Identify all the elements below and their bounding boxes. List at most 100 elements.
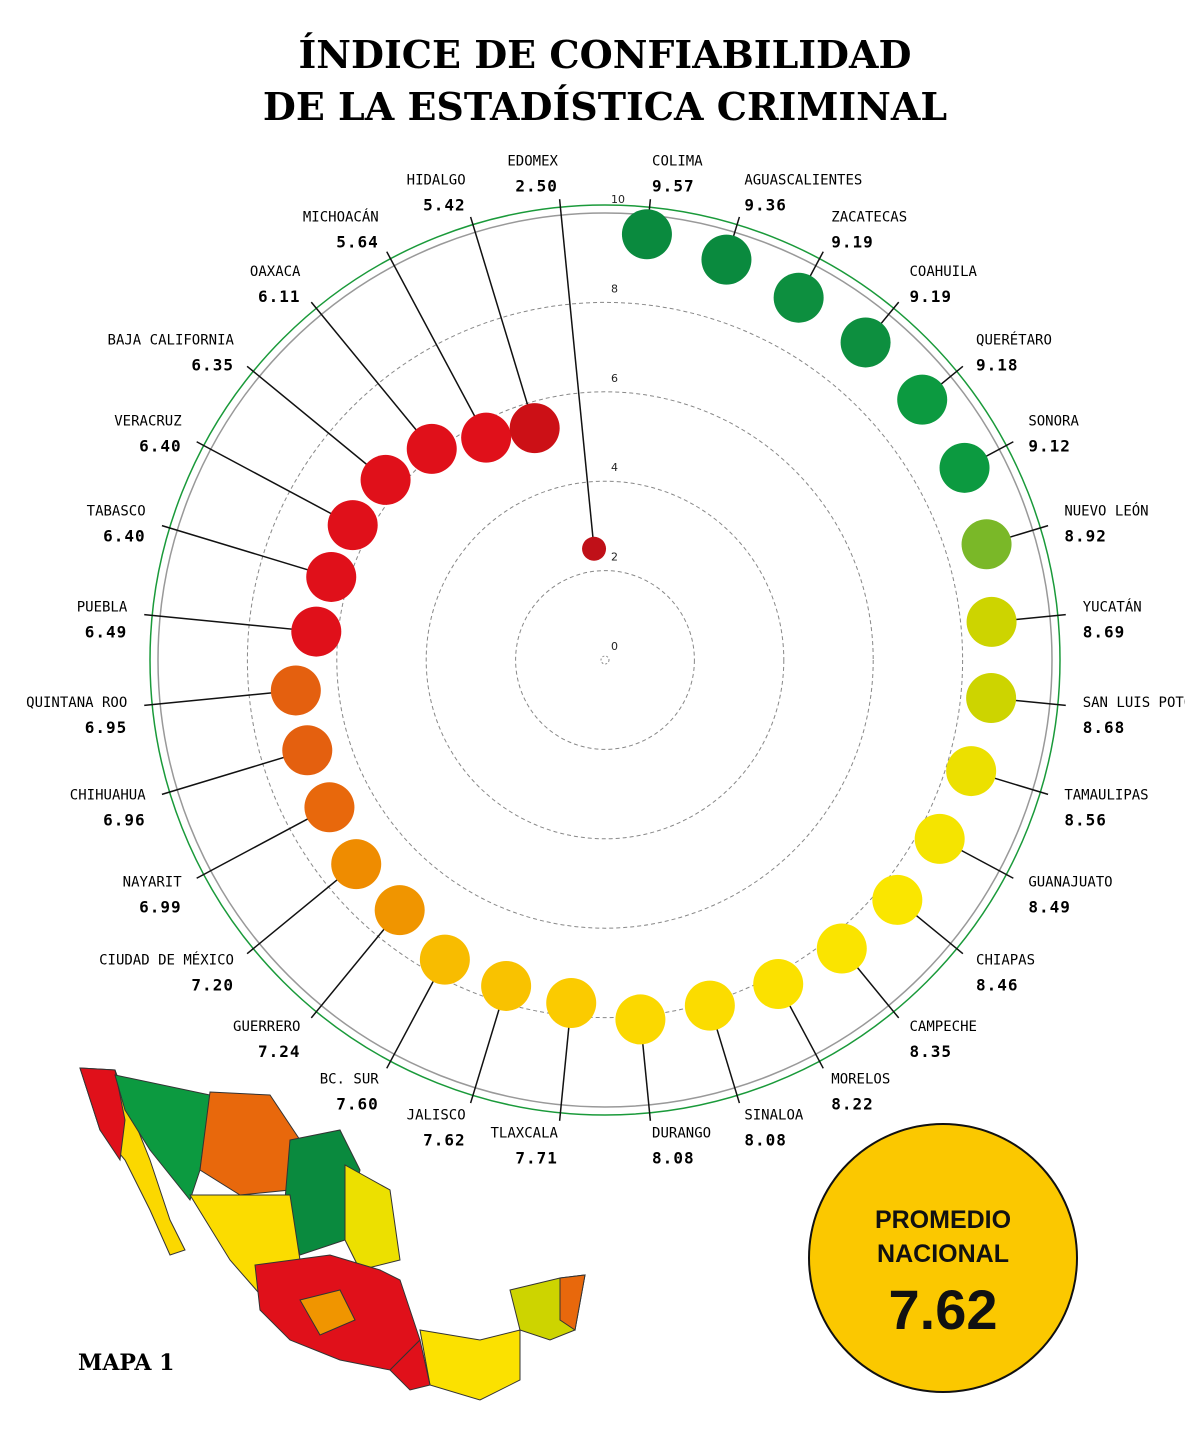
leader-line: [246, 365, 387, 481]
state-value: 9.12: [1028, 437, 1071, 456]
r-tick-label: 4: [611, 461, 618, 474]
dot: [327, 500, 378, 551]
state-value: 2.50: [515, 176, 558, 195]
state-value: 6.49: [85, 622, 128, 641]
state-value: 9.36: [744, 195, 787, 214]
title-line: DE LA ESTADÍSTICA CRIMINAL: [263, 84, 947, 129]
map-label: MAPA 1: [78, 1350, 174, 1376]
leader-line: [144, 613, 317, 633]
average-badge: PROMEDIO NACIONAL 7.62: [808, 1123, 1078, 1393]
grid-ring: [246, 301, 964, 1019]
grid-ring: [425, 480, 785, 840]
map-region: [344, 1164, 401, 1271]
state-value: 8.46: [976, 976, 1019, 995]
state-name: CIUDAD DE MÉXICO: [99, 952, 234, 969]
state-value: 8.56: [1064, 810, 1107, 829]
state-value: 8.92: [1064, 527, 1107, 546]
state-value: 8.69: [1083, 622, 1126, 641]
state-name: HIDALGO: [407, 172, 466, 188]
state-value: 8.22: [831, 1094, 874, 1113]
state-value: 8.35: [910, 1042, 953, 1061]
dot: [840, 317, 891, 368]
state-name: GUERRERO: [233, 1019, 300, 1035]
state-name: SINALOA: [744, 1107, 804, 1123]
dot: [331, 839, 382, 890]
dot: [461, 412, 512, 463]
state-value: 6.40: [103, 527, 146, 546]
state-name: VERACRUZ: [114, 414, 181, 430]
state-name: MICHOACÁN: [303, 209, 379, 226]
leader-line: [469, 216, 536, 429]
leader-line: [161, 524, 332, 578]
state-value: 6.35: [191, 356, 234, 375]
dot: [816, 923, 867, 974]
r-tick-label: 6: [611, 372, 618, 385]
state-name: NUEVO LEÓN: [1064, 502, 1148, 520]
leader-line: [196, 806, 330, 879]
dot: [406, 423, 457, 474]
dot: [939, 442, 990, 493]
dot: [872, 874, 923, 925]
state-value: 8.08: [652, 1149, 695, 1168]
state-value: 7.20: [191, 976, 234, 995]
state-value: 6.11: [258, 287, 301, 306]
dot: [360, 454, 411, 505]
state-name: DURANGO: [652, 1126, 711, 1142]
state-name: QUINTANA ROO: [26, 695, 127, 711]
leader-line: [386, 251, 487, 439]
state-value: 8.08: [744, 1130, 787, 1149]
leader-line: [196, 441, 354, 526]
state-value: 6.95: [85, 718, 128, 737]
map-region: [299, 1289, 356, 1336]
dot: [419, 934, 470, 985]
dot: [753, 959, 804, 1010]
map: [79, 1067, 586, 1401]
state-value: 6.40: [139, 437, 182, 456]
state-name: CAMPECHE: [910, 1019, 977, 1035]
dot: [897, 374, 948, 425]
grid-ring: [336, 391, 874, 929]
state-value: 8.68: [1083, 718, 1126, 737]
dot: [773, 272, 824, 323]
dot: [961, 519, 1012, 570]
leader-line: [558, 199, 595, 549]
state-name: CHIAPAS: [976, 953, 1035, 969]
state-name: COLIMA: [652, 153, 703, 169]
state-name: GUANAJUATO: [1028, 874, 1112, 890]
map-region: [389, 1339, 431, 1391]
average-label: PROMEDIO NACIONAL: [874, 1206, 1012, 1268]
map-region: [79, 1067, 126, 1162]
state-value: 9.19: [910, 287, 953, 306]
r-tick-label: 8: [611, 282, 618, 295]
state-name: MORELOS: [831, 1071, 890, 1087]
grid-ring: [515, 570, 695, 750]
dot: [291, 606, 342, 657]
dot: [546, 977, 597, 1028]
map-region: [199, 1091, 301, 1196]
dot: [374, 885, 425, 936]
state-value: 6.99: [139, 897, 182, 916]
dot: [684, 980, 735, 1031]
state-name: EDOMEX: [507, 153, 558, 169]
dot: [270, 665, 321, 716]
state-name: PUEBLA: [77, 599, 128, 615]
dot: [966, 673, 1017, 724]
state-value: 5.64: [336, 233, 379, 252]
state-name: OAXACA: [250, 264, 301, 280]
map-region: [559, 1274, 586, 1331]
dot: [966, 596, 1017, 647]
dot: [306, 551, 357, 602]
dot: [282, 725, 333, 776]
state-name: BC. SUR: [320, 1071, 380, 1087]
r-tick-label: 10: [611, 193, 625, 206]
dot: [701, 234, 752, 285]
state-name: SONORA: [1028, 414, 1079, 430]
state-value: 8.49: [1028, 897, 1071, 916]
state-value: 6.96: [103, 810, 146, 829]
dot: [946, 746, 997, 797]
state-name: COAHUILA: [910, 264, 978, 280]
r-tick-label: 2: [611, 551, 618, 564]
state-name: TLAXCALA: [491, 1126, 559, 1142]
